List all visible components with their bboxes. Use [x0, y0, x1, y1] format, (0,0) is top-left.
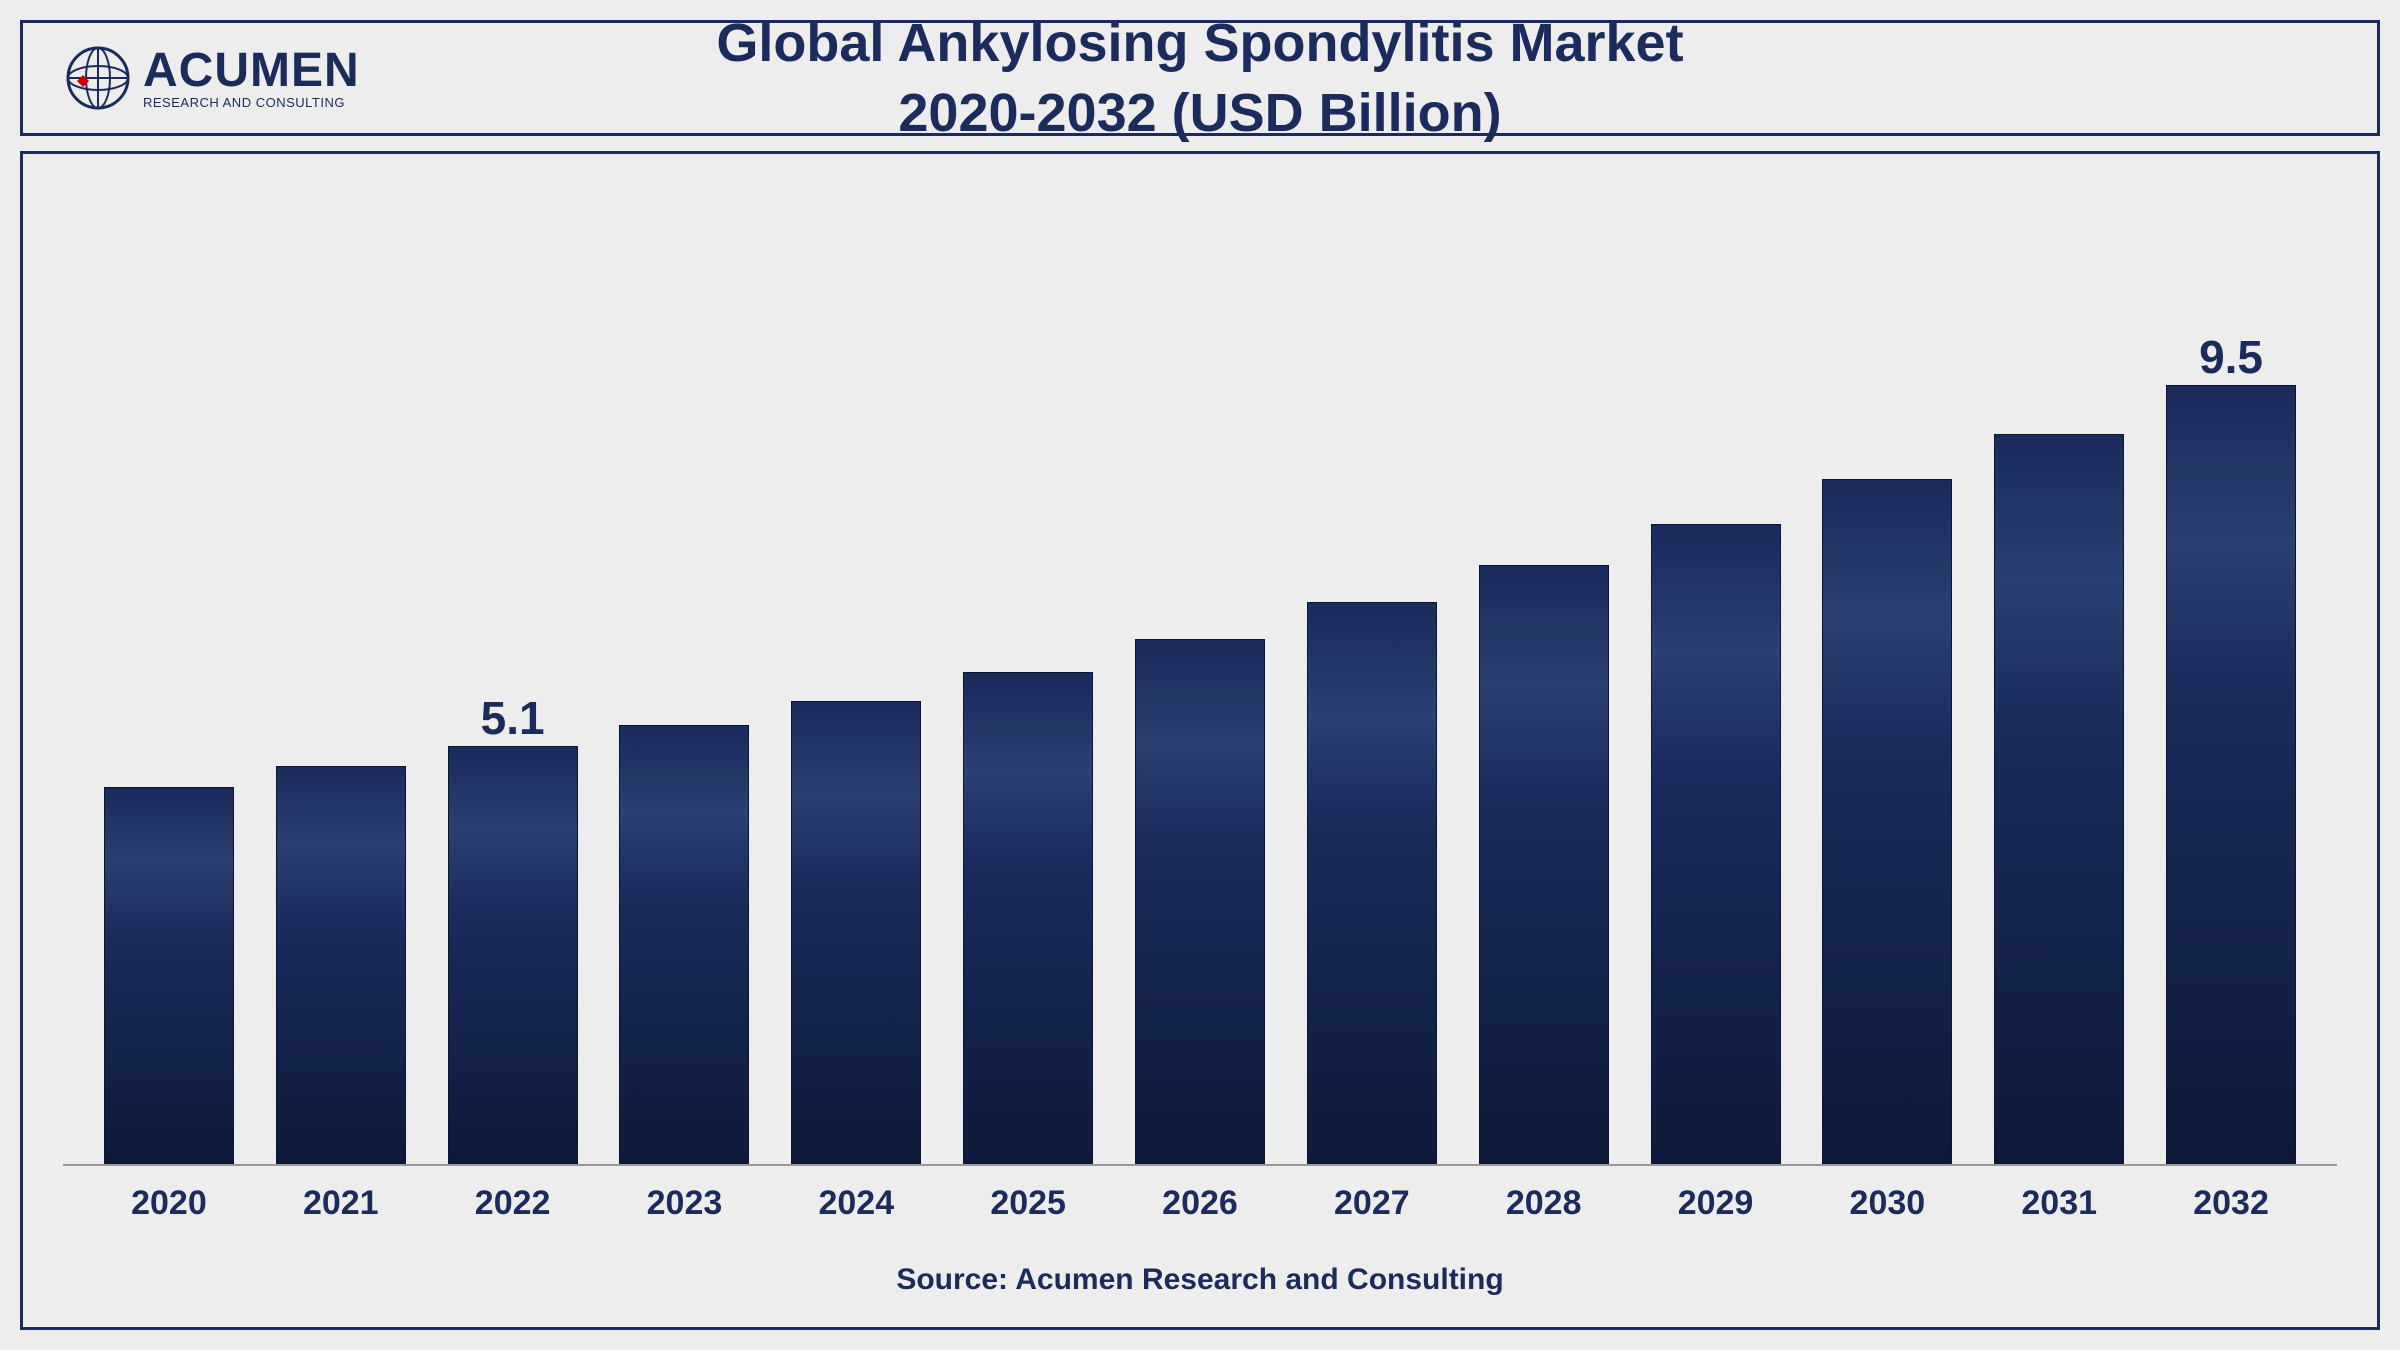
bar-value-label: 9.5 — [2199, 330, 2263, 385]
bar — [1994, 434, 2124, 1164]
bar-wrapper — [599, 725, 771, 1164]
bar — [276, 766, 406, 1164]
bar-wrapper: 9.5 — [2145, 385, 2317, 1164]
bar-wrapper — [942, 672, 1114, 1164]
bar-wrapper — [1114, 639, 1286, 1164]
x-axis-label: 2028 — [1458, 1184, 1630, 1223]
chart-title-container: Global Ankylosing Spondylitis Market 202… — [716, 8, 1683, 148]
bar — [963, 672, 1093, 1164]
chart-title-line1: Global Ankylosing Spondylitis Market — [716, 8, 1683, 78]
bar — [1135, 639, 1265, 1164]
x-axis-label: 2021 — [255, 1184, 427, 1223]
x-axis-label: 2031 — [1973, 1184, 2145, 1223]
bar-wrapper — [83, 787, 255, 1164]
bar — [104, 787, 234, 1164]
bar-wrapper — [1286, 602, 1458, 1164]
logo-main-text: ACUMEN — [143, 47, 360, 95]
chart-area: 5.19.5 202020212022202320242025202620272… — [63, 194, 2337, 1223]
bar-wrapper — [1630, 524, 1802, 1164]
x-axis-label: 2032 — [2145, 1184, 2317, 1223]
bar — [1307, 602, 1437, 1164]
logo-text: ACUMEN RESEARCH AND CONSULTING — [143, 47, 360, 110]
bar — [448, 746, 578, 1164]
bar-value-label: 5.1 — [481, 691, 545, 746]
bar-wrapper — [1801, 479, 1973, 1164]
bars-container: 5.1 9.5 — [63, 194, 2337, 1166]
chart-title-line2: 2020-2032 (USD Billion) — [716, 78, 1683, 148]
x-axis-label: 2023 — [599, 1184, 771, 1223]
bar-wrapper — [1973, 434, 2145, 1164]
x-axis-label: 2027 — [1286, 1184, 1458, 1223]
x-axis-label: 2024 — [770, 1184, 942, 1223]
x-axis-label: 2026 — [1114, 1184, 1286, 1223]
bar — [1822, 479, 1952, 1164]
bar — [1651, 524, 1781, 1164]
x-axis-labels: 2020202120222023202420252026202720282029… — [63, 1166, 2337, 1223]
bar-wrapper — [770, 701, 942, 1164]
x-axis-label: 2022 — [427, 1184, 599, 1223]
bar — [1479, 565, 1609, 1164]
bar-wrapper: 5.1 — [427, 746, 599, 1164]
bar-wrapper — [1458, 565, 1630, 1164]
x-axis-label: 2025 — [942, 1184, 1114, 1223]
bar — [619, 725, 749, 1164]
x-axis-label: 2029 — [1630, 1184, 1802, 1223]
logo: ACUMEN RESEARCH AND CONSULTING — [63, 43, 360, 113]
x-axis-label: 2030 — [1801, 1184, 1973, 1223]
bar — [2166, 385, 2296, 1164]
logo-globe-icon — [63, 43, 133, 113]
chart-box: 5.19.5 202020212022202320242025202620272… — [20, 151, 2380, 1330]
logo-sub-text: RESEARCH AND CONSULTING — [143, 95, 360, 110]
source-text: Source: Acumen Research and Consulting — [63, 1263, 2337, 1297]
x-axis-label: 2020 — [83, 1184, 255, 1223]
bar-wrapper — [255, 766, 427, 1164]
bar — [791, 701, 921, 1164]
header-box: ACUMEN RESEARCH AND CONSULTING Global An… — [20, 20, 2380, 136]
